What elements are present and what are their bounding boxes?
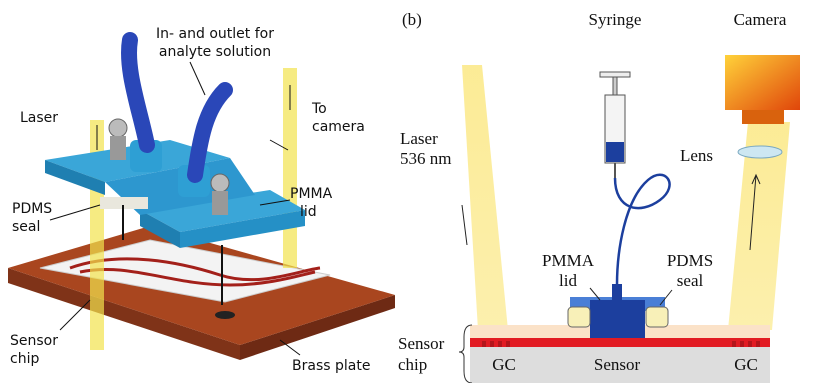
pdms-seal: [646, 307, 668, 327]
label: 536 nm: [400, 149, 451, 168]
label: In- and outlet for: [156, 26, 274, 42]
leader: [190, 62, 205, 95]
syringe-plunger: [613, 77, 617, 95]
label: Sensor: [594, 355, 641, 374]
panel-b: (b) Syringe Camera Laser 536 nm Lens PMM…: [398, 10, 800, 383]
arrow: [462, 205, 467, 245]
screw: [212, 191, 228, 215]
label: Brass plate: [292, 358, 370, 374]
label: chip: [10, 351, 39, 367]
screw: [211, 174, 229, 192]
label: lid: [559, 271, 577, 290]
label: Laser: [20, 110, 58, 126]
label: analyte solution: [159, 44, 271, 60]
panel-letter: (b): [402, 10, 422, 29]
syringe-liquid: [606, 142, 624, 162]
label: seal: [12, 219, 40, 235]
laser-beam: [462, 65, 508, 330]
label: Syringe: [589, 10, 642, 29]
label: seal: [677, 271, 704, 290]
pdms-seal: [568, 307, 590, 327]
hole: [215, 311, 235, 319]
label: chip: [398, 355, 427, 374]
label: Lens: [680, 146, 713, 165]
panel-a: In- and outlet for analyte solution Lase…: [8, 26, 395, 374]
camera-lens-mount: [742, 110, 784, 124]
label: PDMS: [12, 201, 52, 217]
label: camera: [312, 119, 365, 135]
label: GC: [492, 355, 516, 374]
label: Sensor: [10, 333, 58, 349]
tube: [129, 40, 147, 145]
syringe-plunger: [600, 72, 630, 77]
inlet: [612, 284, 622, 300]
label: PDMS: [667, 251, 713, 270]
label: PMMA: [290, 186, 333, 202]
waveguide-layer: [470, 338, 770, 347]
figure: In- and outlet for analyte solution Lase…: [0, 0, 817, 383]
label: Laser: [400, 129, 438, 148]
screw: [110, 136, 126, 160]
tubing: [615, 175, 670, 285]
label: GC: [734, 355, 758, 374]
channel: [590, 300, 645, 338]
label: Sensor: [398, 334, 445, 353]
camera: [725, 55, 800, 110]
label: lid: [300, 204, 317, 220]
label: PMMA: [542, 251, 595, 270]
label: To: [311, 101, 327, 117]
lens: [738, 146, 782, 158]
screw: [109, 119, 127, 137]
label: Camera: [734, 10, 787, 29]
